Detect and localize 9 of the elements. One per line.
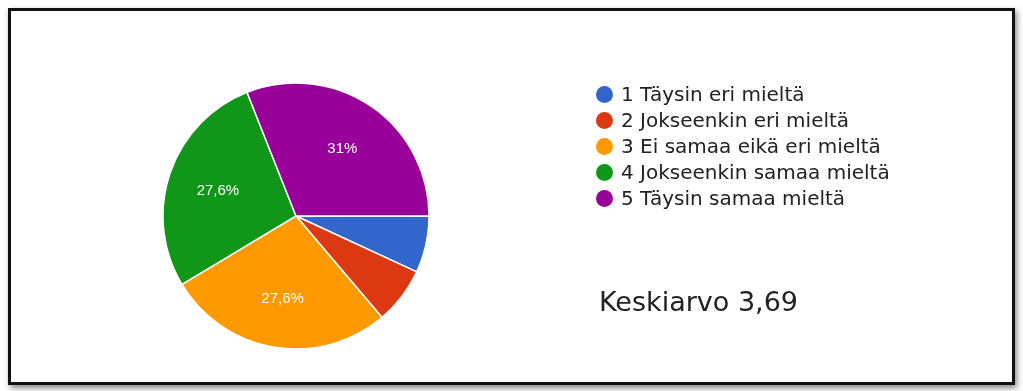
legend-label: 5 Täysin samaa mieltä xyxy=(621,185,846,211)
text: Keskiarvo 3,69 xyxy=(599,286,799,317)
legend-label: 4 Jokseenkin samaa mieltä xyxy=(621,159,890,185)
legend-label: 3 Ei samaa eikä eri mieltä xyxy=(621,133,881,159)
legend-label: 1 Täysin eri mieltä xyxy=(621,81,805,107)
data-label: 31% xyxy=(327,139,358,157)
data-label: 27,6% xyxy=(196,181,240,199)
legend-label: 2 Jokseenkin eri mieltä xyxy=(621,107,850,133)
data-label: 27,6% xyxy=(261,288,304,306)
